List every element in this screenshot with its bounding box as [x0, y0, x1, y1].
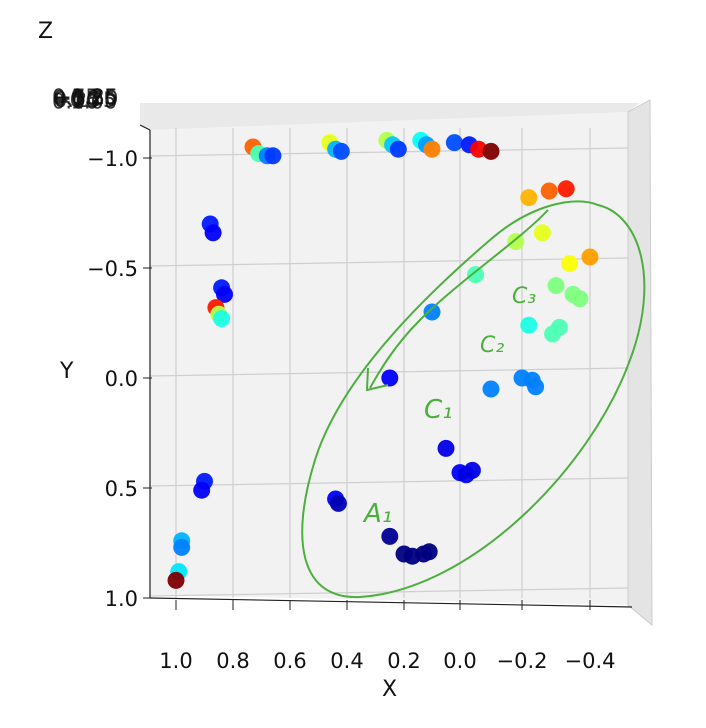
z-tick-label: −1.25	[54, 85, 118, 109]
data-point	[437, 439, 455, 457]
x-tick-label: −0.4	[565, 649, 616, 673]
z-axis-label: Z	[38, 19, 53, 44]
data-point	[423, 303, 441, 321]
data-point	[463, 461, 481, 479]
data-point	[216, 285, 233, 303]
data-point	[381, 369, 399, 387]
z-tick-label: 0.00	[52, 90, 99, 114]
z-axis-line	[139, 124, 151, 131]
x-tick-label: 0.0	[443, 649, 476, 673]
data-point	[581, 248, 599, 266]
z-tick-label: 0.25	[54, 88, 101, 112]
x-tick-label: 0.6	[273, 649, 306, 673]
data-point	[561, 255, 579, 273]
x-tick-label: 0.2	[387, 649, 420, 673]
y-tick-label: −0.5	[87, 257, 138, 281]
annotations: A₁ C₁ C₂ C₃	[301, 200, 646, 599]
data-point	[264, 147, 282, 165]
data-point	[420, 543, 438, 561]
x-tick-label: 1.0	[159, 649, 192, 673]
data-point	[482, 380, 500, 398]
data-points	[167, 131, 599, 589]
data-point	[520, 189, 538, 207]
annotation-arrowhead	[365, 367, 389, 392]
y-tick-label: −1.0	[87, 147, 138, 171]
data-point	[571, 290, 589, 308]
y-tick-label: 0.5	[105, 477, 138, 501]
z-tick-label: 0.50	[53, 87, 100, 111]
data-point	[482, 142, 500, 160]
z-tick-label: 0.75	[52, 85, 99, 109]
x-axis-line	[149, 597, 633, 608]
data-point	[389, 140, 407, 158]
annotation-c1: C₁	[424, 395, 453, 425]
x-tick-label: 0.4	[330, 649, 363, 673]
annotation-arrow	[369, 209, 549, 389]
data-point	[533, 224, 551, 242]
data-point	[332, 142, 350, 160]
x-tick-label: 0.8	[216, 649, 249, 673]
data-point	[193, 481, 211, 499]
annotation-c2: C₂	[480, 333, 504, 358]
axes-lines	[139, 124, 633, 608]
annotation-a1: A₁	[362, 499, 392, 529]
data-point	[507, 233, 525, 251]
data-point	[445, 134, 463, 152]
top-pane	[140, 103, 640, 130]
z-tick-label: −0.75	[52, 88, 116, 112]
data-point	[167, 571, 185, 589]
data-point	[467, 266, 484, 284]
side-pane	[627, 99, 653, 627]
data-point	[547, 277, 565, 295]
annotation-c3: C₃	[512, 284, 536, 309]
data-point	[520, 316, 538, 334]
data-point	[540, 182, 558, 200]
y-axis-label: Y	[59, 359, 74, 384]
y-tick-label: 1.0	[105, 587, 138, 611]
y-grid-line	[149, 477, 629, 487]
data-point	[423, 140, 441, 158]
z-tick-label: −1.00	[53, 90, 117, 114]
x-axis-label: X	[382, 677, 397, 702]
data-point	[381, 527, 399, 545]
y-tick-label: 0.0	[105, 367, 138, 391]
z-tick-label: −0.25	[53, 85, 117, 109]
data-point	[204, 224, 222, 242]
data-point	[527, 378, 545, 396]
ticks: 1.0 0.8 0.6 0.4 0.2 0.0 −0.2 −0.4 −1.0 −0.5 0.0 0.5…	[52, 85, 616, 673]
z-tick-label: −0.50	[54, 87, 118, 111]
x-tick-label: −0.2	[497, 649, 548, 673]
data-point	[329, 494, 347, 512]
data-point	[173, 538, 191, 556]
data-point	[557, 180, 575, 198]
data-point	[550, 318, 568, 336]
data-point	[213, 310, 231, 328]
annotation-ellipse	[301, 200, 646, 599]
y-grid-line	[149, 257, 629, 267]
